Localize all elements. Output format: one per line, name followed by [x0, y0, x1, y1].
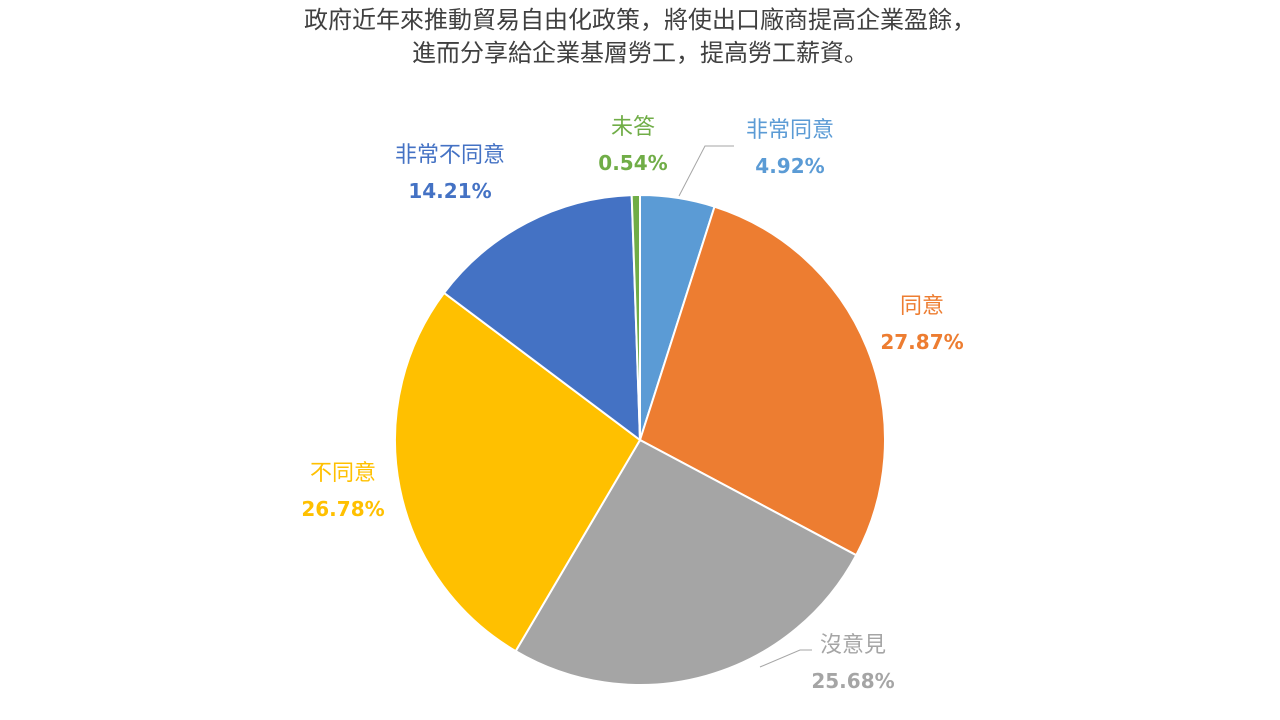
pie-slice-4 [442, 194, 642, 443]
pie-slice-2 [514, 438, 858, 686]
leader-line-2 [759, 649, 812, 668]
slice-label-3: 不同意 [310, 461, 376, 486]
slice-label-0: 非常同意 [746, 118, 834, 143]
slice-label-4: 非常不同意 [395, 143, 505, 168]
pie-slice-1 [638, 205, 886, 557]
slice-label-2: 沒意見 [820, 633, 886, 658]
leader-line-0 [678, 145, 734, 197]
slice-value-0: 4.92% [755, 154, 824, 178]
slice-value-1: 27.87% [880, 330, 963, 354]
slice-value-4: 14.21% [408, 179, 491, 203]
pie-slice-5 [630, 193, 641, 441]
slice-value-5: 0.54% [598, 151, 667, 175]
slice-label-1: 同意 [900, 294, 944, 319]
slice-value-2: 25.68% [811, 669, 894, 693]
slice-value-3: 26.78% [301, 497, 384, 521]
chart-title-line-1: 政府近年來推動貿易自由化政策，將使出口廠商提高企業盈餘， [304, 6, 976, 34]
chart-title-line-2: 進而分享給企業基層勞工，提高勞工薪資。 [412, 39, 868, 67]
slice-label-5: 未答 [611, 115, 655, 140]
chart-title: 政府近年來推動貿易自由化政策，將使出口廠商提高企業盈餘， 進而分享給企業基層勞工… [0, 4, 1280, 70]
pie-slice-3 [394, 291, 642, 653]
